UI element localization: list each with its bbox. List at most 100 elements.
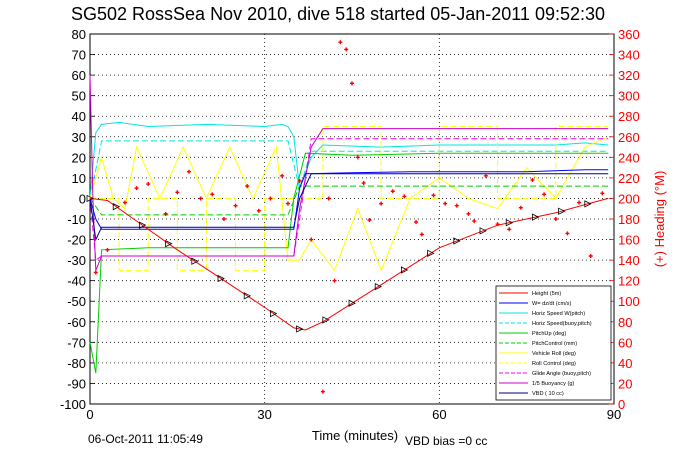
- y-tick-label: 20: [72, 150, 86, 165]
- heading-point: [355, 155, 360, 160]
- heading-point: [280, 173, 285, 178]
- heading-point: [285, 201, 290, 206]
- y-right-tick-label: 60: [618, 335, 632, 350]
- heading-point: [577, 200, 582, 205]
- heading-point: [553, 217, 558, 221]
- heading-point: [588, 254, 593, 258]
- y-tick-label: 70: [72, 48, 86, 63]
- legend-label: VBD ( 10 cc): [532, 391, 564, 397]
- heading-point: [233, 203, 238, 208]
- heading-point: [221, 217, 226, 221]
- y-tick-label: 80: [72, 27, 86, 42]
- heading-point: [600, 191, 605, 196]
- heading-point: [268, 196, 273, 201]
- height-marker: [479, 227, 487, 235]
- height-marker: [584, 200, 592, 208]
- heading-point: [198, 196, 203, 201]
- heading-point: [454, 203, 459, 208]
- heading-point: [466, 211, 471, 216]
- series-line-glide_angle: [89, 138, 609, 262]
- y-tick-label: -20: [67, 233, 86, 248]
- height-marker: [243, 292, 252, 300]
- legend-label: Height (5m): [532, 291, 561, 297]
- heading-point: [507, 227, 512, 232]
- heading-point: [210, 192, 215, 197]
- height-marker: [86, 194, 94, 203]
- heading-point: [495, 222, 500, 227]
- heading-point: [320, 389, 325, 394]
- y-tick-label: -60: [67, 315, 86, 330]
- legend-label: Roll Control (deg): [532, 361, 576, 367]
- heading-point: [419, 232, 424, 237]
- x-axis-label: Time (minutes): [312, 428, 398, 443]
- height-marker: [348, 299, 356, 307]
- legend: Height (5m) W= dz/dt (cm/s) Horiz Speed W(…: [495, 285, 612, 401]
- y-right-tick-label: 20: [618, 376, 632, 391]
- height-marker: [427, 249, 435, 257]
- y-right-tick-label: 100: [618, 294, 640, 309]
- y-right-tick-label: 300: [618, 89, 640, 104]
- heading-point: [350, 81, 354, 86]
- y-tick-label: -30: [67, 253, 86, 268]
- legend-box: [495, 285, 612, 401]
- heading-point: [175, 190, 180, 195]
- y-right-tick-label: 340: [618, 48, 640, 63]
- y-right-tick-label: 120: [618, 274, 640, 289]
- heading-point: [326, 196, 331, 201]
- heading-point: [256, 208, 261, 213]
- heading-point: [344, 47, 349, 52]
- heading-point: [309, 237, 314, 242]
- legend-label: W= dz/dt (cm/s): [532, 301, 571, 307]
- height-marker: [374, 282, 383, 291]
- y-tick-label: 50: [72, 89, 86, 104]
- y-tick-label: 40: [72, 109, 86, 124]
- y-right-tick-label: 80: [618, 315, 632, 330]
- y-tick-label: -40: [67, 274, 86, 289]
- y-tick-label: 0: [79, 191, 86, 206]
- y-right-tick-label: 220: [618, 171, 640, 186]
- y-tick-label: -10: [67, 212, 86, 227]
- right-axis-label: (+) Heading (°M): [652, 171, 667, 268]
- height-marker: [191, 257, 199, 265]
- x-tick-label: 0: [86, 407, 93, 422]
- series-line-buoyancy: [89, 75, 609, 271]
- y-right-tick-label: 240: [618, 150, 640, 165]
- series-line-pitch_control: [89, 185, 609, 216]
- series-line-vehicle_roll: [89, 136, 609, 272]
- y-tick-label: 10: [72, 171, 86, 186]
- y-right-tick-label: 200: [618, 191, 640, 206]
- height-marker: [558, 207, 566, 215]
- height-marker: [532, 213, 540, 221]
- vbd-bias-label: VBD bias =0 cc: [405, 434, 487, 448]
- height-marker: [139, 221, 147, 229]
- legend-label: Glide Angle (buoy,pitch): [532, 371, 591, 377]
- heading-point: [93, 270, 98, 275]
- y-tick-label: 30: [72, 130, 86, 145]
- heading-point: [530, 177, 535, 182]
- heading-point: [518, 205, 523, 210]
- heading-point: [122, 200, 127, 205]
- right-axis-ticks: 3603403203002802602402202001801601401201…: [618, 27, 640, 412]
- y-right-tick-label: 320: [618, 68, 640, 83]
- heading-point: [186, 169, 191, 174]
- y-right-tick-label: 360: [618, 27, 640, 42]
- x-tick-label: 60: [432, 407, 446, 422]
- heading-point: [542, 192, 547, 197]
- heading-point: [402, 194, 407, 199]
- legend-label: PitchUp (deg): [532, 331, 566, 337]
- heading-point: [163, 211, 168, 216]
- y-tick-label: -70: [67, 335, 86, 350]
- height-marker: [165, 240, 173, 248]
- y-tick-label: -90: [67, 376, 86, 391]
- heading-point: [443, 201, 448, 206]
- heading-point: [146, 182, 151, 187]
- series-line-roll_control: [90, 126, 609, 271]
- x-axis-ticks: 0 30 60 90: [86, 407, 621, 422]
- chart-title: SG502 RossSea Nov 2010, dive 518 started…: [71, 4, 605, 24]
- footer-date: 06-Oct-2011 11:05:49: [88, 432, 203, 446]
- height-marker: [401, 266, 409, 274]
- legend-label: Vehicle Roll (deg): [532, 351, 576, 357]
- heading-point: [565, 231, 570, 236]
- series-line-height: [89, 197, 609, 331]
